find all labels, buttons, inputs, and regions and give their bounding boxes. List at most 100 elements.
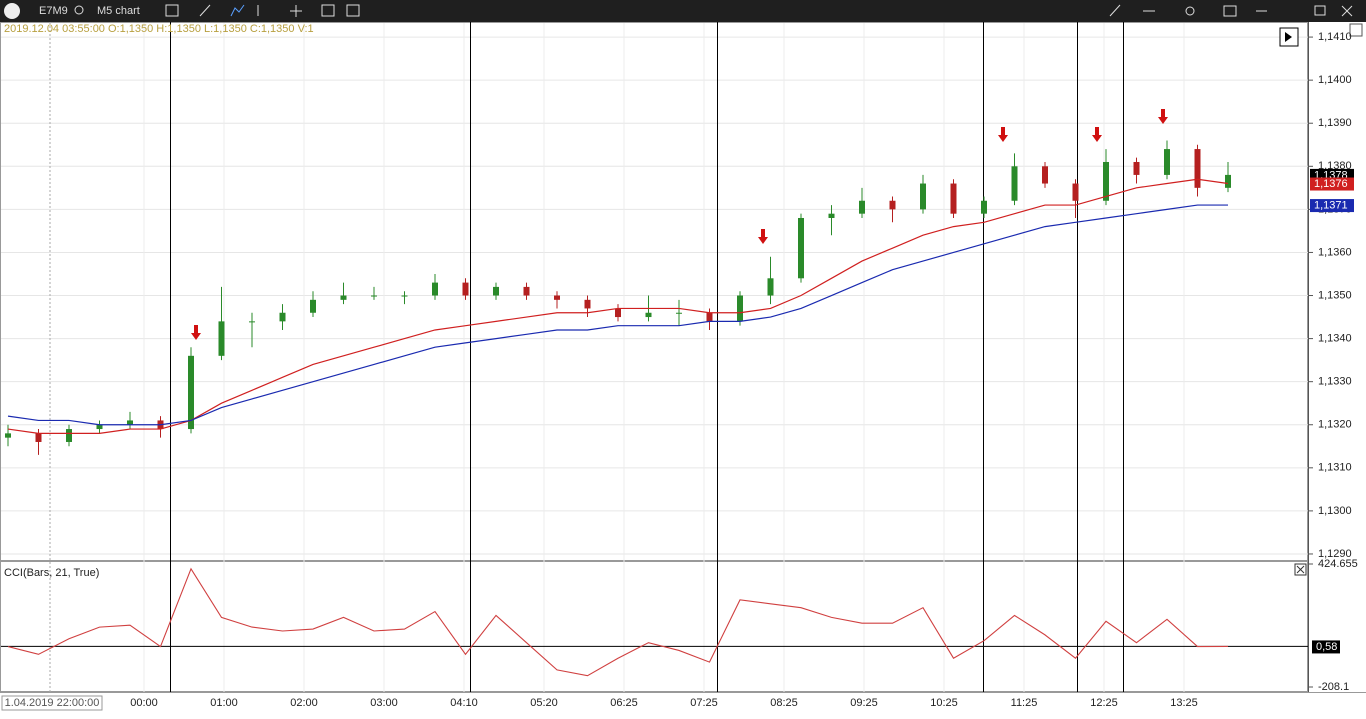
moving-average [7,178,1229,434]
candle-body [249,321,255,323]
candle-body [1072,183,1079,201]
icon[interactable] [1109,4,1121,17]
icon[interactable] [1314,5,1326,16]
x-tick-label: 07:25 [690,697,718,709]
candle-body [96,424,103,430]
candle-body [432,282,438,296]
icon[interactable] [1185,6,1195,16]
candle-body [1225,174,1231,188]
candle-body [889,200,896,210]
signal-arrow [191,325,201,340]
x-tick-label: 06:25 [610,697,638,709]
candle-body [1103,161,1109,201]
y-tick-label: 424.655 [1318,558,1358,570]
candle-body [1133,161,1140,175]
level-label-box [1312,640,1340,654]
x-tick-label: 01:00 [210,697,238,709]
play-icon [1285,32,1292,42]
candle-body [279,312,286,322]
signal-arrow [1092,127,1102,142]
candle-body [981,200,987,214]
cci-panel [0,561,1308,692]
f-button[interactable] [1349,23,1363,37]
bar-info: 2019.12.04 03:55:00 O:1,1350 H:1,1350 L:… [4,23,314,35]
x-tick-label: 00:00 [130,697,158,709]
candle-body [676,312,682,314]
signal-arrow [758,229,768,244]
candle-body [218,321,225,356]
candle-body [5,433,11,438]
price-label-box [1310,177,1354,191]
x-tick-label: 12:25 [1090,697,1118,709]
search-icon[interactable] [74,5,84,15]
candle-body [645,312,652,318]
candle-body [340,295,347,300]
candle-body [1042,166,1048,184]
candle-body [706,312,713,322]
y-tick-label: 1,1330 [1318,376,1352,388]
x-tick-label: 11:25 [1011,697,1038,709]
candle-body [798,217,804,279]
moving-average [7,204,1228,426]
candle-body [523,286,530,296]
chart-name[interactable]: M5 chart [97,5,140,17]
candle-body [1011,166,1018,201]
y-tick-label: 1,1320 [1318,419,1352,431]
candle-body [66,429,72,442]
price-label: 1,1371 [1314,199,1348,211]
candle-body [767,278,774,296]
icon[interactable] [1223,5,1237,17]
time-label-box [1,695,103,711]
y-tick-label: 1,1390 [1318,117,1352,129]
symbol[interactable]: E7M9 [39,5,68,17]
y-tick-label: 1,1290 [1318,548,1352,560]
candle-body [615,308,621,318]
price-label: 1,1376 [1314,178,1348,190]
icon[interactable] [346,4,360,17]
candle-body [371,295,377,297]
candle-body [462,282,469,296]
x-tick-label: 10:25 [930,697,958,709]
candle-body [493,286,499,296]
level-label: 0,58 [1316,641,1337,653]
candle-body [920,183,926,210]
vertical-lines [170,22,1124,692]
icon[interactable] [165,4,179,17]
y-tick-label: 1,1360 [1318,246,1352,258]
logo[interactable] [4,3,20,19]
candle-body [737,295,743,322]
signal-arrow [998,127,1008,142]
y-tick-label: 1,1340 [1318,333,1352,345]
price-label-box [1310,199,1354,213]
y-tick-label: 1,1300 [1318,505,1352,517]
candle-body [188,355,194,430]
candle-body [1164,149,1170,175]
y-tick-label: -208.1 [1318,681,1349,693]
signal-arrows [191,109,1168,340]
toolbar [0,0,1366,22]
icon[interactable] [1341,5,1353,17]
x-tick-label: 09:25 [850,697,878,709]
y-tick-label: 1,1410 [1318,31,1352,43]
y-tick-label: 1,1310 [1318,462,1352,474]
x-tick-label: 02:00 [290,697,318,709]
candle-body [1194,149,1201,188]
x-tick-label: 04:10 [450,697,478,709]
candle-body [35,433,42,442]
x-tick-label: 05:20 [530,697,558,709]
candle-body [859,200,865,214]
icon[interactable] [199,4,211,17]
y-tick-label: 1,1400 [1318,74,1352,86]
price-panel [0,22,1308,561]
close-icon [1296,565,1305,574]
candle-body [310,299,316,313]
icon[interactable] [321,4,335,17]
toolbar-icons [165,4,1353,17]
signal-arrow [1158,109,1168,124]
y-tick-label: 1,1350 [1318,289,1352,301]
grid [1,23,1308,692]
x-tick-label: 03:00 [370,697,398,709]
icon[interactable] [230,4,245,17]
